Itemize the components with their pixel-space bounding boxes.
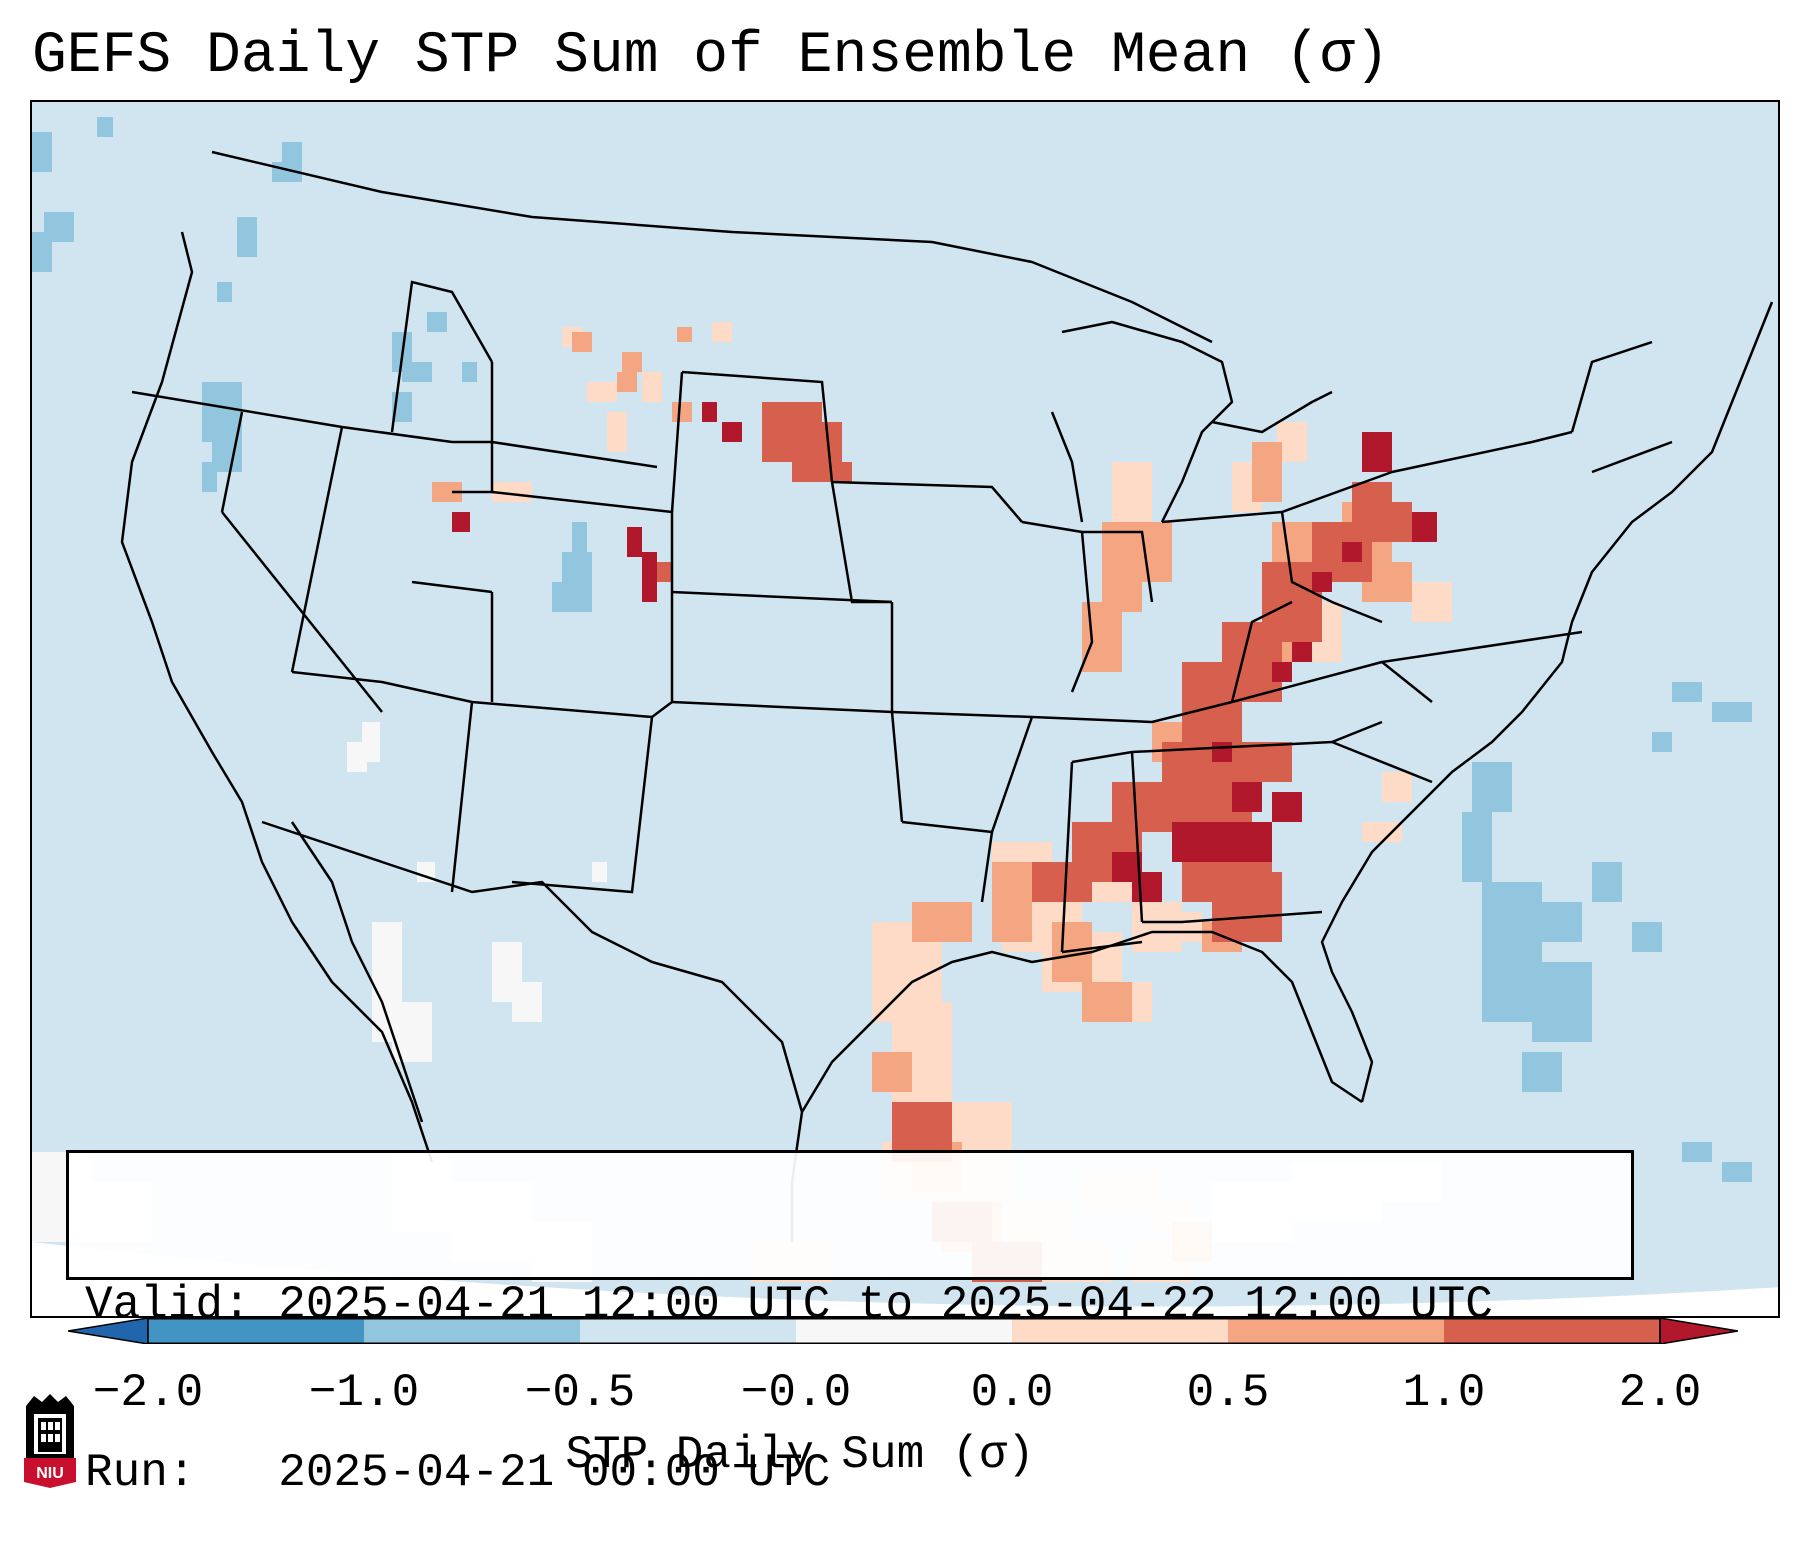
colorbar-bin-7 (1444, 1318, 1660, 1344)
great-lakes-outline (1050, 320, 1333, 523)
colorbar-tick-label: 0.0 (970, 1367, 1054, 1419)
colorbar-bin-4 (796, 1318, 1012, 1344)
colorbar-outline (147, 1318, 1661, 1344)
negative-anomaly-patches (32, 117, 1752, 1182)
colorbar-tick-label: −1.0 (308, 1367, 420, 1419)
run-time-line: Run: 2025-04-21 00:00 UTC (85, 1447, 831, 1499)
colorbar-label: STP Daily Sum (σ) (565, 1429, 1035, 1481)
mexico-border (261, 820, 804, 1113)
baja-coastline (290, 821, 424, 1123)
pacific-coastline (120, 231, 434, 1163)
canada-border (211, 150, 1213, 344)
map-panel (30, 100, 1780, 1318)
state-borders (131, 280, 1673, 954)
anomaly-above-2.0 (452, 402, 1437, 902)
niu-logo: NIU (24, 1394, 76, 1488)
gulf-coastline (790, 930, 1363, 1242)
colorbar-tick-label: −0.5 (524, 1367, 636, 1419)
coastlines (120, 150, 1774, 1242)
model-domain-field (32, 102, 1778, 1307)
colorbar-tick-label: 1.0 (1402, 1367, 1486, 1419)
colorbar-extend-low (68, 1318, 149, 1344)
colorbar-tick-label: 2.0 (1618, 1367, 1702, 1419)
valid-time-box: Valid: 2025-04-21 12:00 UTC to 2025-04-2… (66, 1150, 1634, 1499)
florida-coastline (1320, 301, 1774, 1103)
colorbar-bin-1 (148, 1318, 364, 1344)
colorbar-tick-label: −2.0 (92, 1367, 204, 1419)
colorbar-bin-6 (1228, 1318, 1444, 1344)
colorbar-extend-high (1659, 1318, 1738, 1344)
map-svg (32, 102, 1778, 1307)
logo-text: NIU (36, 1465, 64, 1482)
colorbar-bin-5 (1012, 1318, 1228, 1344)
colorbar-bin-2 (364, 1318, 580, 1344)
colorbar-bin-3 (580, 1318, 796, 1344)
colorbar (68, 1318, 1738, 1344)
colorbar-tick-label: −0.0 (740, 1367, 852, 1419)
map-title: GEFS Daily STP Sum of Ensemble Mean (σ) (32, 24, 1390, 89)
colorbar-tick-label: 0.5 (1186, 1367, 1270, 1419)
